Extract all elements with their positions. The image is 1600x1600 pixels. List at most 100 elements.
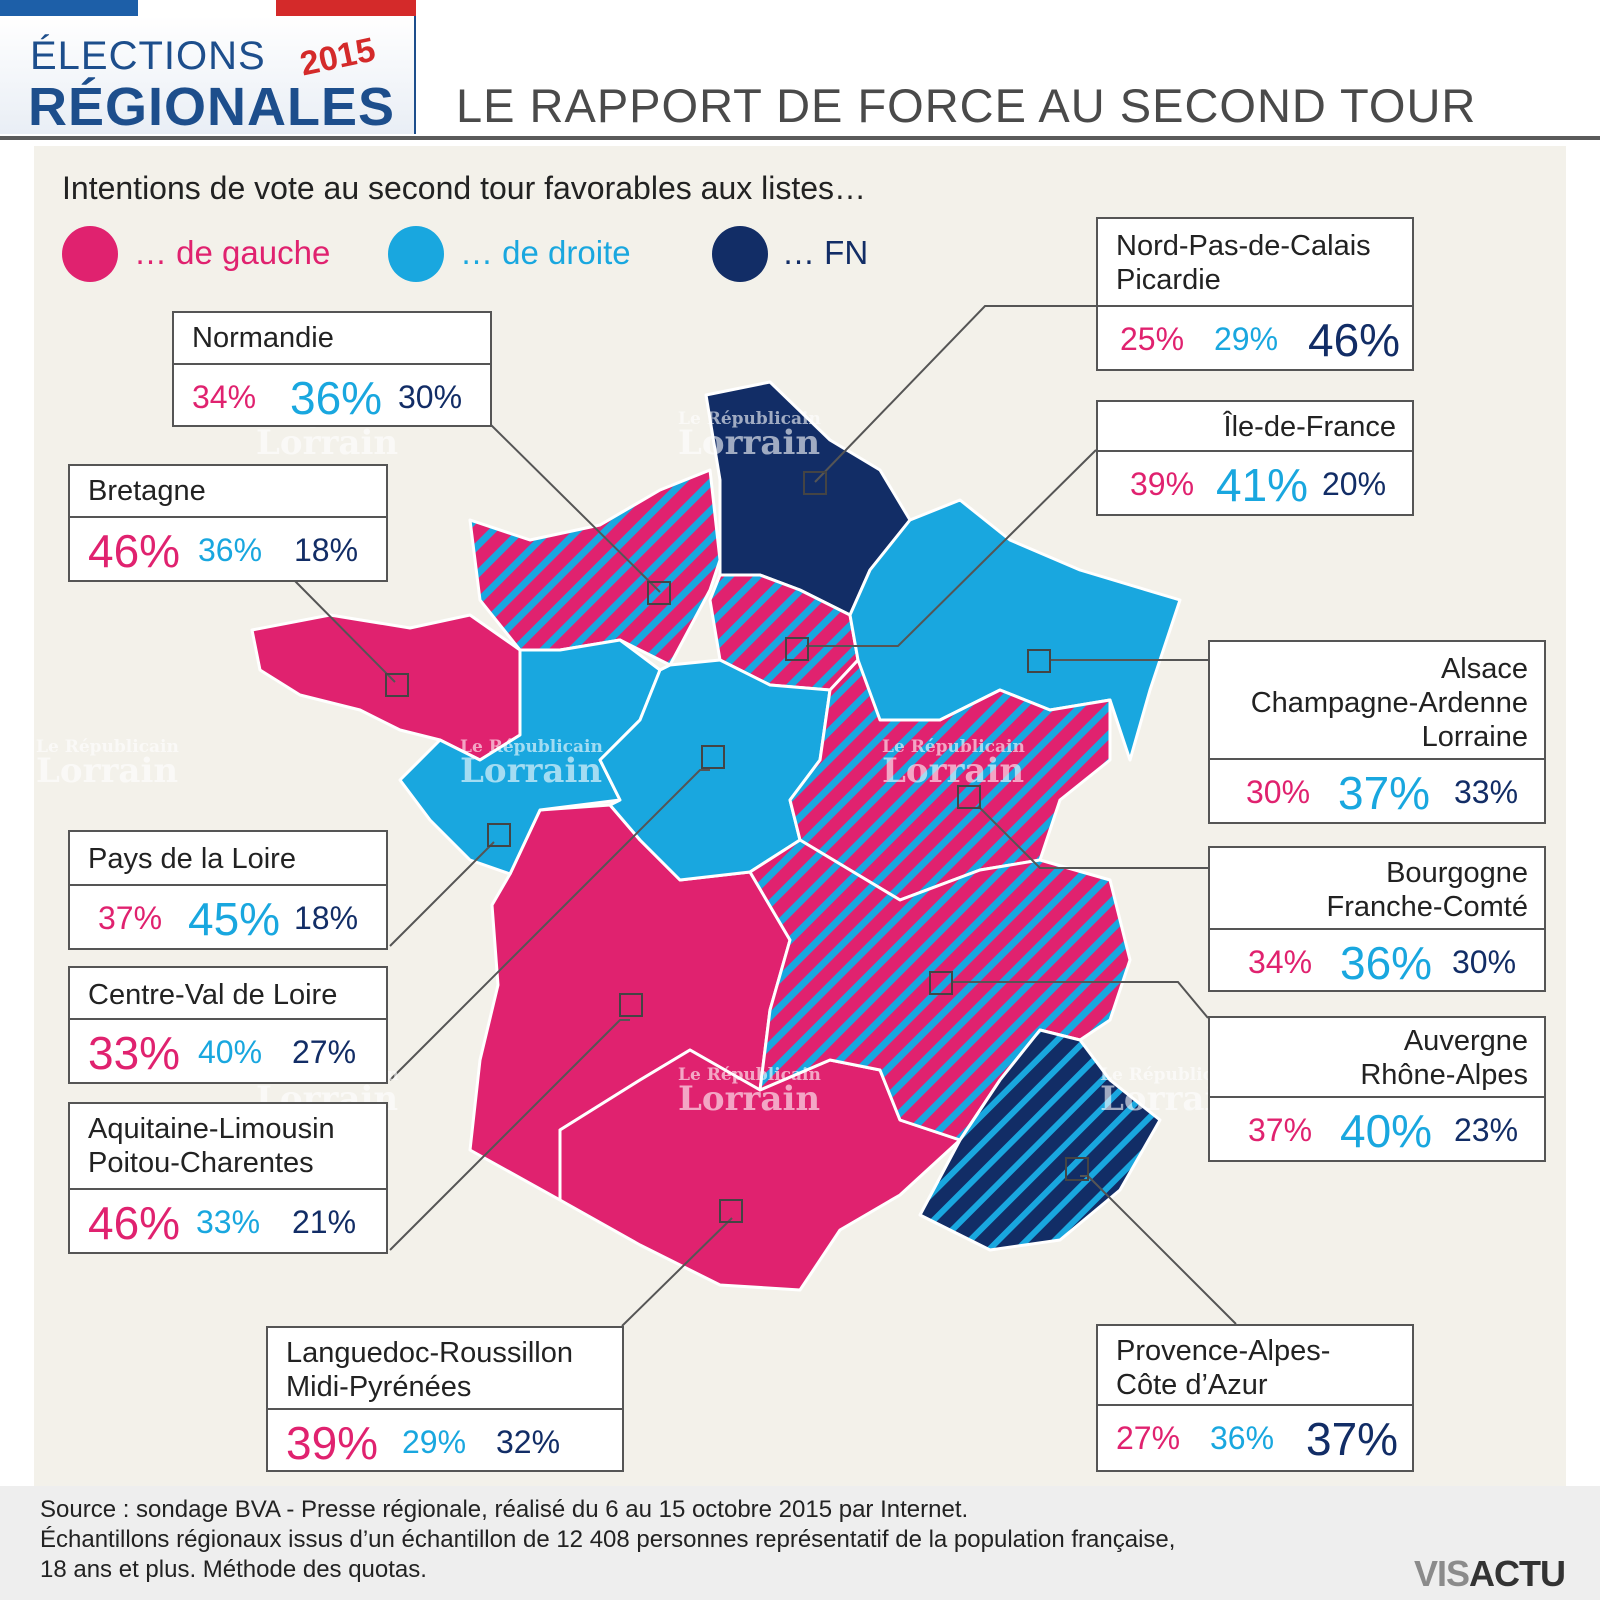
header: ÉLECTIONS RÉGIONALES 2015 LE RAPPORT DE … bbox=[0, 0, 1600, 140]
value-gauche: 46% bbox=[88, 525, 181, 577]
source-line-3: 18 ans et plus. Méthode des quotas. bbox=[40, 1556, 427, 1583]
region-box-normandie: Normandie 34% 36% 30% bbox=[172, 311, 492, 427]
region-pays-de-la-loire bbox=[398, 638, 662, 876]
marker-acal bbox=[1027, 649, 1051, 673]
region-box-ile-de-france: Île-de-France 39% 41% 20% bbox=[1096, 400, 1414, 516]
value-fn: 32% bbox=[496, 1424, 561, 1460]
value-droite: 37% bbox=[1338, 767, 1431, 819]
value-gauche: 34% bbox=[192, 379, 257, 415]
value-fn: 37% bbox=[1306, 1413, 1399, 1465]
value-gauche: 33% bbox=[88, 1027, 181, 1079]
marker-normandie bbox=[647, 581, 671, 605]
value-droite: 40% bbox=[198, 1034, 263, 1070]
marker-npdc bbox=[803, 471, 827, 495]
marker-idf bbox=[785, 637, 809, 661]
legend-label-gauche: … de gauche bbox=[134, 234, 331, 271]
region-normandie bbox=[468, 468, 722, 667]
value-gauche: 30% bbox=[1246, 774, 1311, 810]
logo-line1: ÉLECTIONS bbox=[30, 34, 266, 78]
value-droite: 29% bbox=[1214, 321, 1279, 357]
marker-bretagne bbox=[385, 673, 409, 697]
region-box-bretagne: Bretagne 46% 36% 18% bbox=[68, 464, 388, 582]
value-gauche: 27% bbox=[1116, 1420, 1181, 1456]
legend-label-droite: … de droite bbox=[460, 234, 631, 271]
value-droite: 41% bbox=[1216, 459, 1309, 511]
region-box-languedoc-midi-pyrenees: Languedoc-Roussillon Midi-Pyrénées 39% 2… bbox=[266, 1326, 624, 1472]
region-box-aquitaine-limousin-poitou: Aquitaine-Limousin Poitou-Charentes 46% … bbox=[68, 1102, 388, 1254]
leader-lrmp bbox=[621, 1217, 733, 1327]
visactu-logo: VISACTU bbox=[1414, 1553, 1566, 1594]
legend-dot-fn bbox=[712, 226, 768, 282]
flag-stripe-blue bbox=[0, 0, 138, 16]
value-fn: 21% bbox=[292, 1204, 357, 1240]
leader-ara bbox=[952, 981, 1209, 1019]
value-droite: 33% bbox=[196, 1204, 261, 1240]
value-fn: 27% bbox=[292, 1034, 357, 1070]
subtitle: Intentions de vote au second tour favora… bbox=[62, 170, 867, 206]
value-droite: 45% bbox=[188, 893, 281, 945]
value-gauche: 37% bbox=[98, 900, 163, 936]
value-droite: 36% bbox=[1210, 1420, 1275, 1456]
value-fn: 30% bbox=[398, 379, 463, 415]
region-bourgogne-franche-comte bbox=[788, 658, 1112, 902]
region-box-alsace-champagne-lorraine: Alsace Champagne-Ardenne Lorraine 30% 37… bbox=[1208, 640, 1546, 824]
legend-dot-droite bbox=[388, 226, 444, 282]
region-box-centre-val-de-loire: Centre-Val de Loire 33% 40% 27% bbox=[68, 966, 388, 1084]
source-line-2: Échantillons régionaux issus d’un échant… bbox=[40, 1526, 1176, 1553]
value-droite: 29% bbox=[402, 1424, 467, 1460]
region-name: Île-de-France bbox=[1098, 402, 1412, 452]
region-box-paca: Provence-Alpes- Côte d’Azur 27% 36% 37% bbox=[1096, 1324, 1414, 1472]
leader-alpc bbox=[389, 1019, 630, 1251]
legend-label-fn: … FN bbox=[782, 234, 869, 271]
leader-bfc bbox=[977, 805, 1208, 869]
flag-stripe-red bbox=[276, 0, 416, 16]
leader-pdl bbox=[389, 841, 495, 947]
region-box-bourgogne-franche-comte: Bourgogne Franche-Comté 34% 36% 30% bbox=[1208, 846, 1546, 992]
value-fn: 46% bbox=[1308, 314, 1401, 366]
region-box-pays-de-la-loire: Pays de la Loire 37% 45% 18% bbox=[68, 830, 388, 950]
marker-cvl bbox=[701, 745, 725, 769]
value-gauche: 34% bbox=[1248, 944, 1313, 980]
region-name: Pays de la Loire bbox=[70, 832, 386, 886]
value-gauche: 39% bbox=[1130, 466, 1195, 502]
marker-paca bbox=[1065, 1157, 1089, 1181]
leader-cvl bbox=[389, 769, 710, 1081]
region-box-auvergne-rhone-alpes: Auvergne Rhône-Alpes 37% 40% 23% bbox=[1208, 1016, 1546, 1162]
footer bbox=[0, 1486, 1600, 1600]
region-name: Aquitaine-Limousin Poitou-Charentes bbox=[70, 1104, 386, 1190]
logo-line2: RÉGIONALES bbox=[28, 77, 396, 137]
region-paca bbox=[918, 1028, 1162, 1252]
value-gauche: 37% bbox=[1248, 1112, 1313, 1148]
elections-logo: ÉLECTIONS RÉGIONALES 2015 bbox=[0, 16, 416, 137]
leader-normandie bbox=[487, 421, 661, 593]
value-droite: 36% bbox=[1340, 937, 1433, 989]
region-name: Bourgogne Franche-Comté bbox=[1210, 848, 1544, 930]
value-fn: 30% bbox=[1452, 944, 1517, 980]
source-line-1: Source : sondage BVA - Presse régionale,… bbox=[40, 1496, 969, 1523]
region-name: Auvergne Rhône-Alpes bbox=[1210, 1018, 1544, 1098]
leader-npdc bbox=[814, 305, 1096, 483]
leader-bretagne bbox=[293, 579, 396, 683]
region-name: Bretagne bbox=[70, 466, 386, 518]
value-fn: 33% bbox=[1454, 774, 1519, 810]
value-gauche: 39% bbox=[286, 1417, 379, 1469]
leader-idf bbox=[806, 449, 1097, 647]
marker-bfc bbox=[957, 785, 981, 809]
page-title: LE RAPPORT DE FORCE AU SECOND TOUR bbox=[456, 79, 1477, 132]
marker-ara bbox=[929, 971, 953, 995]
value-droite: 36% bbox=[198, 532, 263, 568]
region-box-nord-pas-de-calais-picardie: Nord-Pas-de-Calais Picardie 25% 29% 46% bbox=[1096, 217, 1414, 371]
value-fn: 20% bbox=[1322, 466, 1387, 502]
value-droite: 36% bbox=[290, 372, 383, 424]
region-name: Languedoc-Roussillon Midi-Pyrénées bbox=[268, 1328, 622, 1410]
legend-dot-gauche bbox=[62, 226, 118, 282]
region-name: Provence-Alpes- Côte d’Azur bbox=[1098, 1326, 1412, 1406]
region-name: Alsace Champagne-Ardenne Lorraine bbox=[1210, 642, 1544, 760]
value-gauche: 46% bbox=[88, 1197, 181, 1249]
